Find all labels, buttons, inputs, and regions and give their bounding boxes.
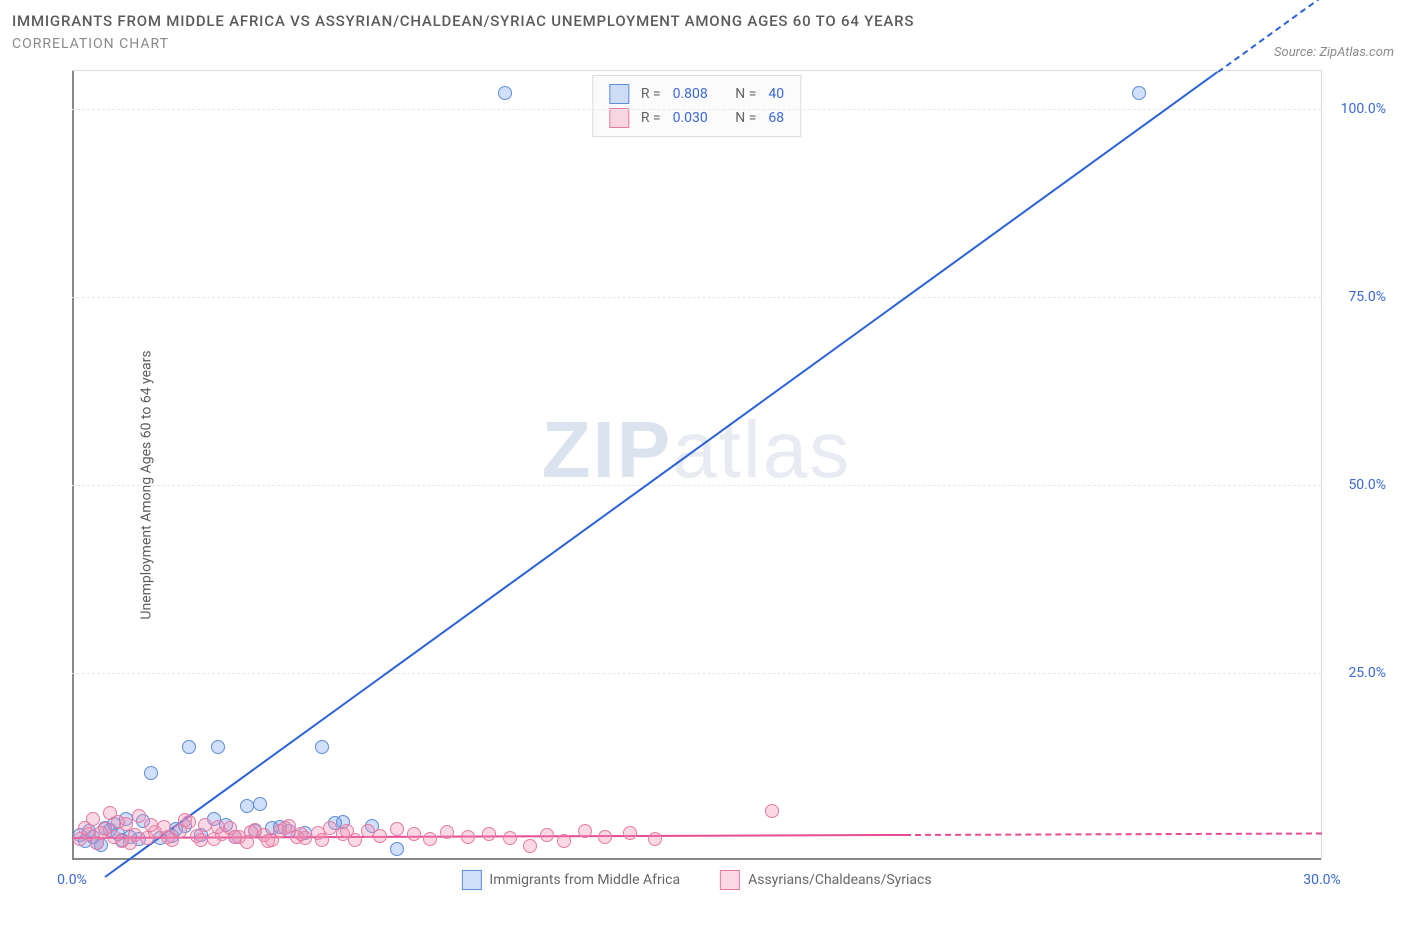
data-point bbox=[194, 833, 208, 847]
gridline bbox=[72, 297, 1321, 298]
data-point bbox=[315, 740, 329, 754]
data-point bbox=[440, 825, 454, 839]
legend-swatch-bottom-1 bbox=[461, 870, 481, 890]
data-point bbox=[94, 826, 108, 840]
data-point bbox=[211, 820, 225, 834]
data-point bbox=[390, 842, 404, 856]
data-point bbox=[1132, 86, 1146, 100]
data-point bbox=[294, 827, 308, 841]
data-point bbox=[648, 832, 662, 846]
plot-area: ZIPatlas R = 0.808 N = 40 R = 0.030 N = … bbox=[72, 70, 1322, 860]
data-point bbox=[407, 827, 421, 841]
data-point bbox=[278, 821, 292, 835]
legend-item-1: Immigrants from Middle Africa bbox=[461, 870, 680, 890]
legend-swatch-1 bbox=[609, 84, 629, 104]
x-tick-label: 0.0% bbox=[57, 872, 87, 888]
data-point bbox=[373, 829, 387, 843]
data-point bbox=[598, 830, 612, 844]
data-point bbox=[482, 827, 496, 841]
data-point bbox=[540, 828, 554, 842]
y-axis-line bbox=[72, 71, 74, 860]
data-point bbox=[211, 740, 225, 754]
legend-swatch-bottom-2 bbox=[720, 870, 740, 890]
data-point bbox=[765, 804, 779, 818]
data-point bbox=[523, 839, 537, 853]
y-tick-label: 75.0% bbox=[1348, 289, 1386, 305]
y-tick-label: 25.0% bbox=[1348, 665, 1386, 681]
x-tick-label: 30.0% bbox=[1303, 872, 1341, 888]
data-point bbox=[578, 824, 592, 838]
legend-item-2: Assyrians/Chaldeans/Syriacs bbox=[720, 870, 931, 890]
legend-row-series-1: R = 0.808 N = 40 bbox=[609, 82, 784, 106]
gridline bbox=[72, 673, 1321, 674]
data-point bbox=[78, 821, 92, 835]
data-point bbox=[623, 826, 637, 840]
data-point bbox=[144, 818, 158, 832]
data-point bbox=[111, 815, 125, 829]
data-point bbox=[178, 813, 192, 827]
x-axis-line bbox=[72, 858, 1321, 860]
trend-line bbox=[105, 71, 1219, 878]
correlation-legend: R = 0.808 N = 40 R = 0.030 N = 68 bbox=[592, 75, 801, 137]
data-point bbox=[503, 831, 517, 845]
chart-title: IMMIGRANTS FROM MIDDLE AFRICA VS ASSYRIA… bbox=[12, 12, 914, 30]
series-legend: Immigrants from Middle Africa Assyrians/… bbox=[461, 870, 931, 890]
chart-subtitle: CORRELATION CHART bbox=[12, 36, 914, 52]
data-point bbox=[461, 830, 475, 844]
chart-container: Unemployment Among Ages 60 to 64 years Z… bbox=[12, 60, 1392, 910]
data-point bbox=[161, 830, 175, 844]
data-point bbox=[144, 766, 158, 780]
gridline bbox=[72, 109, 1321, 110]
trend-line-extrapolated bbox=[905, 832, 1322, 836]
data-point bbox=[253, 797, 267, 811]
y-tick-label: 50.0% bbox=[1348, 477, 1386, 493]
gridline bbox=[72, 485, 1321, 486]
y-tick-label: 100.0% bbox=[1341, 101, 1386, 117]
data-point bbox=[390, 822, 404, 836]
data-point bbox=[132, 809, 146, 823]
legend-swatch-2 bbox=[609, 108, 629, 128]
source-attribution: Source: ZipAtlas.com bbox=[1274, 45, 1394, 60]
data-point bbox=[261, 834, 275, 848]
data-point bbox=[423, 832, 437, 846]
data-point bbox=[228, 830, 242, 844]
data-point bbox=[498, 86, 512, 100]
data-point bbox=[315, 833, 329, 847]
data-point bbox=[557, 834, 571, 848]
data-point bbox=[244, 825, 258, 839]
data-point bbox=[123, 836, 137, 850]
data-point bbox=[182, 740, 196, 754]
data-point bbox=[340, 824, 354, 838]
